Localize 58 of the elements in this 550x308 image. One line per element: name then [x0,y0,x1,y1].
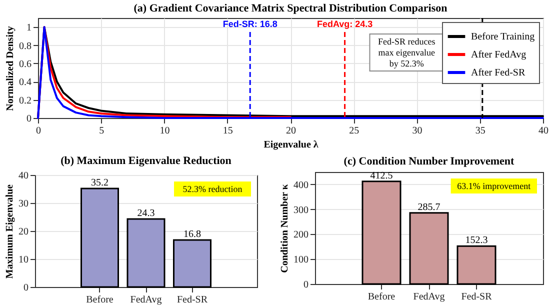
x-tick-label: 10 [160,126,170,136]
y-tick-label: 1 [26,22,32,34]
x-tick-label: 0 [36,126,41,136]
data-label: 285.7 [418,202,440,213]
y-tick-label: 40 [18,170,28,182]
data-label: 16.8 [184,228,201,240]
y-tick-label: 0.6 [19,58,32,70]
y-axis-title: Condition Number κ [280,184,290,273]
legend-label: Before Training [471,32,535,42]
x-tick-label: Fed-SR [176,294,208,306]
x-tick-label: 35 [475,126,486,136]
y-tick-label: 100 [294,254,308,266]
x-axis-title: Eigenvalue λ [264,140,318,150]
legend-label: After FedAvg [471,50,526,60]
x-tick-label: Before [368,292,396,302]
y-tick-label: 0.8 [19,40,32,52]
data-label: 412.5 [370,170,393,182]
chart-title: (b) Maximum Eigenvalue Reduction [60,155,232,167]
y-axis-title: Maximum Eigenvalue [4,184,16,279]
bar [456,245,496,285]
y-tick-label: 30 [18,198,28,210]
ref-line-label: FedAvg: 24.3 [316,19,373,29]
x-tick-label: 5 [99,126,104,136]
bar [173,239,212,288]
annotation: 63.1% improvement [457,181,532,191]
y-tick-label: 300 [294,204,308,216]
chart-title: (a) Gradient Covariance Matrix Spectral Distribution Comparison [134,2,448,14]
y-tick-label: 200 [294,230,308,241]
y-axis-title: Normalized Density [5,26,16,111]
x-tick-label: 15 [222,126,233,136]
bar [362,180,402,285]
bar [126,218,166,288]
data-label: 152.3 [465,235,488,246]
chart-title: (c) Condition Number Improvement [344,155,515,168]
x-tick-label: 25 [349,126,360,136]
y-tick-label: 20 [18,226,28,238]
x-tick-label: Before [86,294,114,306]
bar [80,188,119,288]
annotation: Fed-SR reduces max eigenvalue by 52.3% [378,36,436,68]
data-label: 35.2 [91,177,108,188]
bar [409,212,449,285]
x-tick-label: FedAvg [130,294,162,306]
data-label: 24.3 [137,208,155,219]
y-tick-label: 0.4 [19,77,32,88]
x-tick-label: 20 [286,126,296,136]
legend-label: After Fed-SR [471,68,526,78]
y-tick-label: 0 [26,114,32,124]
ref-line-label: Fed-SR: 16.8 [222,19,278,29]
y-tick-label: 0.2 [19,95,32,106]
y-tick-label: 400 [294,180,308,191]
x-tick-label: 40 [538,126,548,136]
y-tick-label: 0 [304,280,308,290]
y-tick-label: 0 [24,282,28,294]
y-tick-label: 10 [18,254,28,266]
x-tick-label: Fed-SR [461,292,492,302]
x-tick-label: 30 [412,126,422,136]
annotation: 52.3% reduction [182,184,243,194]
x-tick-label: FedAvg [413,292,445,302]
